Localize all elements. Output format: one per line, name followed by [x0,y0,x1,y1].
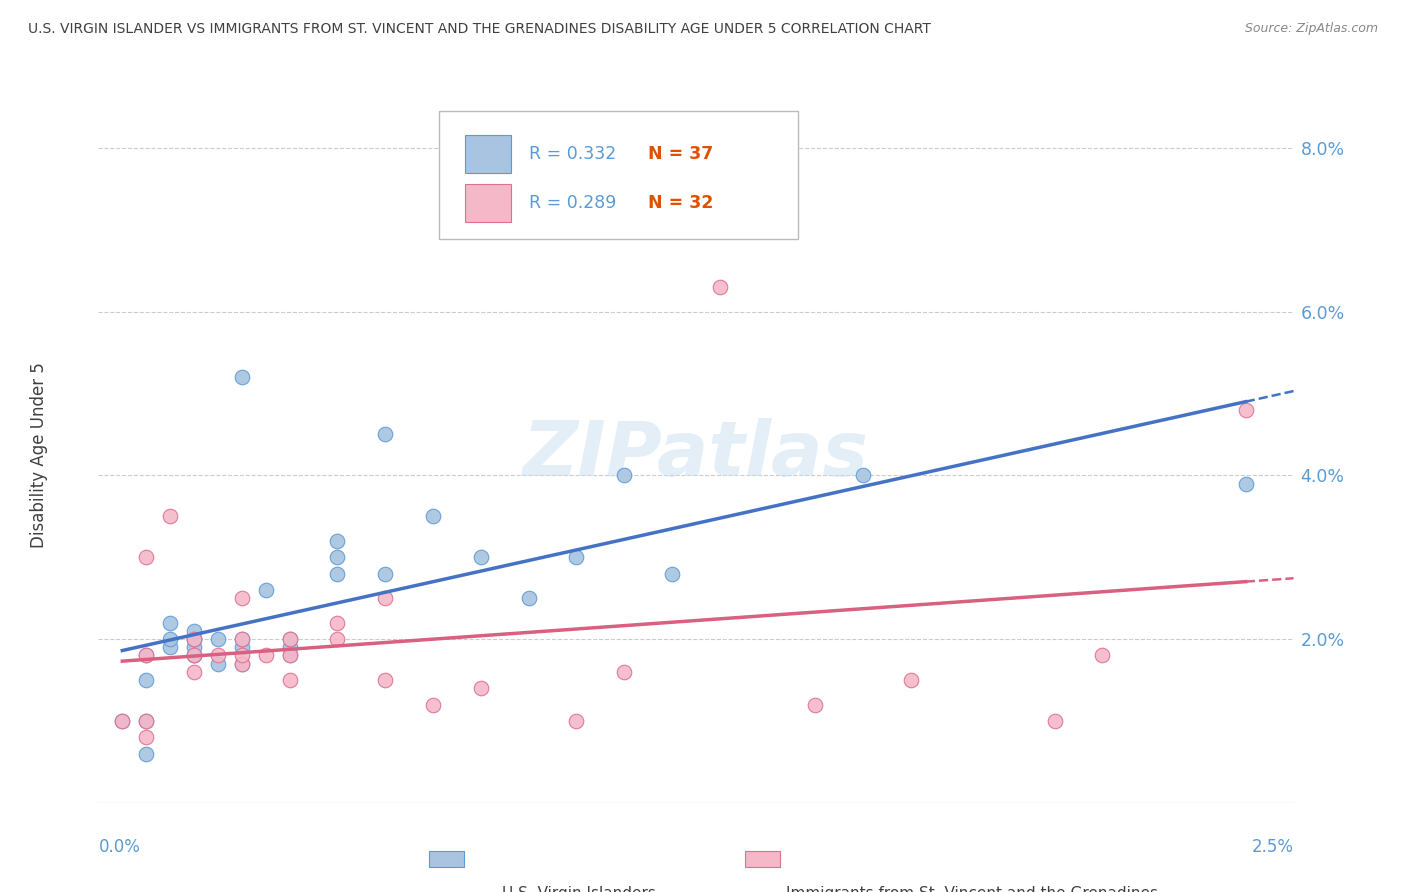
Point [278,632,301,646]
Point [159,615,181,630]
Point [374,673,396,687]
Point [135,673,157,687]
Point [326,632,349,646]
Point [135,648,157,663]
Point [326,550,349,565]
Point [183,632,205,646]
Point [374,591,396,606]
FancyBboxPatch shape [439,111,797,239]
Point [159,632,181,646]
Point [183,632,205,646]
Point [278,648,301,663]
Point [517,591,540,606]
Point [326,615,349,630]
Point [278,673,301,687]
Point [254,582,277,597]
Point [565,550,588,565]
Point [278,640,301,655]
Text: Immigrants from St. Vincent and the Grenadines: Immigrants from St. Vincent and the Gren… [786,886,1157,892]
Point [135,648,157,663]
Point [183,648,205,663]
Point [207,657,229,671]
Point [207,648,229,663]
Point [135,714,157,728]
Point [231,657,253,671]
Point [231,632,253,646]
Point [422,509,444,524]
Point [231,640,253,655]
Text: U.S. VIRGIN ISLANDER VS IMMIGRANTS FROM ST. VINCENT AND THE GRENADINES DISABILIT: U.S. VIRGIN ISLANDER VS IMMIGRANTS FROM … [28,22,931,37]
Point [613,468,636,483]
Point [1234,403,1257,417]
Point [278,648,301,663]
Text: ZIPatlas: ZIPatlas [523,418,869,491]
Point [183,648,205,663]
Point [709,280,731,294]
Point [1043,714,1066,728]
Point [254,648,277,663]
Point [231,591,253,606]
Text: N = 32: N = 32 [648,194,713,212]
Point [231,370,253,384]
Text: Source: ZipAtlas.com: Source: ZipAtlas.com [1244,22,1378,36]
Point [207,632,229,646]
Point [374,566,396,581]
Point [231,648,253,663]
Bar [465,184,510,222]
Point [183,640,205,655]
Point [565,714,588,728]
Point [135,731,157,745]
Text: N = 37: N = 37 [648,145,713,163]
Point [159,640,181,655]
Text: U.S. Virgin Islanders: U.S. Virgin Islanders [502,886,657,892]
Point [183,624,205,638]
Point [804,698,827,712]
Bar [465,135,510,173]
Point [1091,648,1114,663]
Text: 0.0%: 0.0% [98,838,141,855]
Point [183,632,205,646]
Point [900,673,922,687]
Point [470,550,492,565]
Point [852,468,875,483]
Point [183,648,205,663]
Point [159,509,181,524]
Text: Disability Age Under 5: Disability Age Under 5 [30,362,48,548]
Text: R = 0.332: R = 0.332 [529,145,616,163]
Point [111,714,134,728]
Point [183,665,205,679]
Point [326,566,349,581]
Point [422,698,444,712]
Point [278,632,301,646]
Point [111,714,134,728]
Point [374,427,396,442]
Text: R = 0.289: R = 0.289 [529,194,616,212]
Point [135,714,157,728]
Point [613,665,636,679]
Point [231,632,253,646]
Point [135,550,157,565]
Point [661,566,683,581]
Point [1234,476,1257,491]
Point [231,657,253,671]
Text: 2.5%: 2.5% [1251,838,1294,855]
Point [135,747,157,761]
Point [326,533,349,548]
Point [470,681,492,696]
